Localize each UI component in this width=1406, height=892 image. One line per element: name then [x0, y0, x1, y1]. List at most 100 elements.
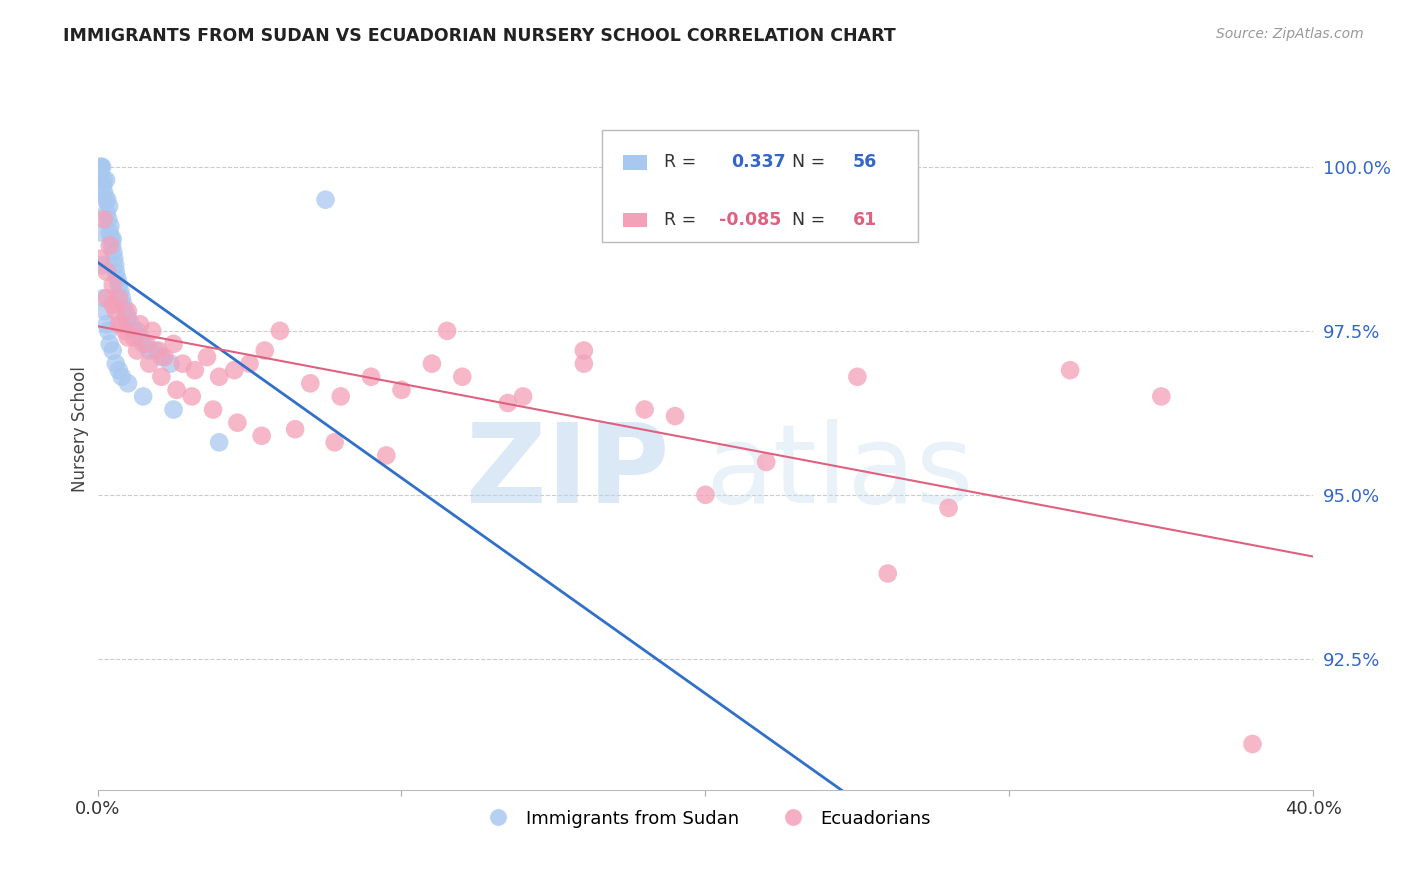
Point [98, 238, 121, 252]
Point [938, 500, 960, 515]
Point [101, 277, 124, 292]
Point [166, 383, 188, 397]
Point [90, 252, 112, 266]
Text: N =: N = [792, 153, 825, 171]
Point [664, 409, 686, 423]
Point [115, 310, 138, 325]
Point [360, 369, 382, 384]
Point [284, 422, 307, 436]
Point [120, 318, 142, 332]
Point [226, 416, 249, 430]
Text: ZIP: ZIP [465, 419, 669, 526]
Point [103, 245, 125, 260]
Point [1241, 737, 1264, 751]
Point [633, 402, 655, 417]
Point [451, 369, 474, 384]
Point [93, 186, 115, 201]
Point [129, 318, 152, 332]
Y-axis label: Nursery School: Nursery School [72, 367, 89, 492]
Point [90, 226, 112, 240]
Point [98, 199, 121, 213]
Point [125, 343, 148, 358]
Point [315, 193, 337, 207]
Point [153, 350, 176, 364]
Point [375, 449, 398, 463]
Point [208, 369, 231, 384]
Point [96, 206, 118, 220]
Point [132, 389, 155, 403]
Text: R =: R = [664, 211, 696, 229]
Point [111, 318, 134, 332]
Text: 0.337: 0.337 [731, 153, 786, 171]
Point [135, 337, 157, 351]
Point [104, 258, 127, 272]
Point [125, 324, 148, 338]
Point [512, 389, 534, 403]
Point [101, 232, 124, 246]
Point [91, 179, 114, 194]
Point [97, 324, 120, 338]
Point [114, 304, 136, 318]
Point [172, 357, 194, 371]
Point [150, 350, 173, 364]
FancyBboxPatch shape [602, 130, 918, 242]
Point [138, 357, 160, 371]
Point [148, 343, 170, 358]
Point [132, 337, 155, 351]
Point [94, 193, 117, 207]
Point [96, 291, 118, 305]
Point [436, 324, 458, 338]
Point [162, 402, 184, 417]
Point [100, 232, 122, 246]
Point [105, 271, 128, 285]
Point [114, 324, 136, 338]
Point [202, 402, 225, 417]
Point [108, 318, 131, 332]
Point [755, 455, 778, 469]
Point [108, 363, 131, 377]
Point [94, 304, 117, 318]
Point [253, 343, 276, 358]
Point [87, 173, 110, 187]
Point [110, 285, 132, 299]
Point [1150, 389, 1173, 403]
Point [269, 324, 291, 338]
Point [329, 389, 352, 403]
Point [143, 343, 166, 358]
Text: -0.085: -0.085 [718, 211, 782, 229]
Legend: Immigrants from Sudan, Ecuadorians: Immigrants from Sudan, Ecuadorians [474, 803, 938, 835]
Text: IMMIGRANTS FROM SUDAN VS ECUADORIAN NURSERY SCHOOL CORRELATION CHART: IMMIGRANTS FROM SUDAN VS ECUADORIAN NURS… [63, 27, 896, 45]
Point [138, 343, 160, 358]
Point [162, 337, 184, 351]
Point [98, 226, 121, 240]
Point [112, 297, 135, 311]
Point [96, 318, 118, 332]
Point [101, 238, 124, 252]
Point [90, 166, 112, 180]
Point [101, 297, 124, 311]
Point [695, 488, 717, 502]
Point [94, 173, 117, 187]
Point [180, 389, 202, 403]
Point [117, 304, 139, 318]
Point [299, 376, 322, 391]
Point [250, 429, 273, 443]
Point [129, 330, 152, 344]
Point [104, 304, 127, 318]
Point [111, 291, 134, 305]
Point [117, 376, 139, 391]
Point [420, 357, 443, 371]
Point [572, 343, 595, 358]
Point [572, 357, 595, 371]
Point [846, 369, 869, 384]
Text: N =: N = [792, 211, 825, 229]
Point [104, 357, 127, 371]
Point [1059, 363, 1081, 377]
Point [98, 337, 121, 351]
Text: 61: 61 [852, 211, 877, 229]
FancyBboxPatch shape [623, 155, 647, 169]
Point [104, 265, 127, 279]
Text: R =: R = [664, 153, 696, 171]
FancyBboxPatch shape [623, 213, 647, 227]
Point [496, 396, 519, 410]
